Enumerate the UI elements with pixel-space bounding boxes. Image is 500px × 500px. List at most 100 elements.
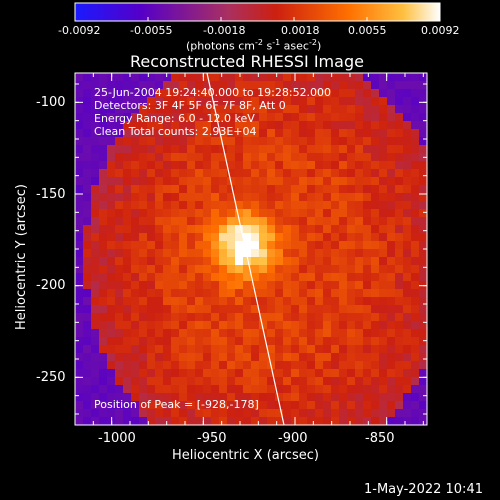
heatmap-cell: [275, 273, 284, 282]
heatmap-cell: [203, 73, 212, 82]
heatmap-cell: [83, 409, 92, 418]
heatmap-cell: [243, 273, 252, 282]
heatmap-cell: [235, 273, 244, 282]
heatmap-cell: [171, 81, 180, 90]
heatmap-cell: [299, 89, 308, 98]
heatmap-cell: [179, 105, 188, 114]
heatmap-cell: [211, 385, 220, 394]
heatmap-cell: [179, 113, 188, 122]
heatmap-cell: [339, 313, 348, 322]
colorbar-tick-label: 0.0055: [348, 24, 387, 37]
heatmap-cell: [123, 185, 132, 194]
heatmap-cell: [187, 385, 196, 394]
heatmap-cell: [243, 129, 252, 138]
heatmap-cell: [99, 233, 108, 242]
heatmap-cell: [91, 185, 100, 194]
heatmap-cell: [419, 161, 427, 170]
heatmap-cell: [203, 177, 212, 186]
heatmap-cell: [387, 105, 396, 114]
heatmap-cell: [99, 129, 108, 138]
heatmap-cell: [195, 409, 204, 418]
heatmap-cell: [227, 393, 236, 402]
heatmap-cell: [291, 241, 300, 250]
heatmap-cell: [331, 321, 340, 330]
heatmap-cell: [355, 145, 364, 154]
heatmap-cell: [115, 385, 124, 394]
heatmap-cell: [147, 249, 156, 258]
heatmap-cell: [83, 89, 92, 98]
heatmap-cell: [147, 169, 156, 178]
heatmap-cell: [219, 281, 228, 290]
heatmap-cell: [171, 241, 180, 250]
heatmap-cell: [235, 73, 244, 82]
heatmap-cell: [115, 241, 124, 250]
heatmap-cell: [107, 169, 116, 178]
heatmap-cell: [395, 225, 404, 234]
heatmap-cell: [235, 81, 244, 90]
heatmap-cell: [355, 113, 364, 122]
heatmap-cell: [379, 257, 388, 266]
heatmap-cell: [395, 145, 404, 154]
heatmap-cell: [219, 97, 228, 106]
heatmap-cell: [323, 297, 332, 306]
heatmap-cell: [339, 177, 348, 186]
heatmap-cell: [83, 137, 92, 146]
heatmap-cell: [123, 73, 132, 82]
heatmap-cell: [91, 169, 100, 178]
heatmap-cell: [379, 217, 388, 226]
heatmap-cell: [363, 249, 372, 258]
heatmap-cell: [307, 97, 316, 106]
heatmap-cell: [91, 377, 100, 386]
heatmap-cell: [355, 129, 364, 138]
heatmap-cell: [403, 353, 412, 362]
heatmap-cell: [371, 129, 380, 138]
heatmap-cell: [403, 305, 412, 314]
heatmap-cell: [107, 89, 116, 98]
heatmap-cell: [387, 305, 396, 314]
heatmap-cell: [99, 417, 108, 425]
heatmap-cell: [419, 113, 427, 122]
heatmap-cell: [299, 201, 308, 210]
heatmap-cell: [195, 297, 204, 306]
heatmap-cell: [379, 265, 388, 274]
heatmap-cell: [139, 321, 148, 330]
heatmap-cell: [387, 393, 396, 402]
heatmap-cell: [403, 369, 412, 378]
heatmap-cell: [403, 393, 412, 402]
heatmap-cell: [163, 97, 172, 106]
heatmap-cell: [171, 121, 180, 130]
heatmap-cell: [323, 241, 332, 250]
heatmap-cell: [131, 241, 140, 250]
heatmap-cell: [155, 81, 164, 90]
heatmap-cell: [323, 169, 332, 178]
heatmap-cell: [275, 361, 284, 370]
heatmap-cell: [395, 241, 404, 250]
heatmap-cell: [395, 137, 404, 146]
heatmap-cell: [155, 289, 164, 298]
heatmap-cell: [123, 105, 132, 114]
heatmap-cell: [379, 105, 388, 114]
heatmap-cell: [75, 185, 84, 194]
heatmap-cell: [299, 161, 308, 170]
heatmap-cell: [243, 321, 252, 330]
heatmap-cell: [83, 385, 92, 394]
heatmap-cell: [187, 337, 196, 346]
heatmap-cell: [419, 97, 427, 106]
heatmap-cell: [299, 129, 308, 138]
heatmap-cell: [219, 177, 228, 186]
heatmap-cell: [363, 73, 372, 82]
heatmap-cell: [355, 329, 364, 338]
heatmap-cell: [267, 377, 276, 386]
heatmap-cell: [195, 401, 204, 410]
heatmap-cell: [347, 209, 356, 218]
heatmap-cell: [411, 129, 420, 138]
heatmap-cell: [299, 169, 308, 178]
heatmap-cell: [371, 145, 380, 154]
heatmap-cell: [91, 409, 100, 418]
heatmap-cell: [131, 369, 140, 378]
heatmap-cell: [395, 249, 404, 258]
heatmap-cell: [315, 297, 324, 306]
heatmap-cell: [387, 369, 396, 378]
heatmap-cell: [115, 97, 124, 106]
heatmap-cell: [331, 417, 340, 425]
